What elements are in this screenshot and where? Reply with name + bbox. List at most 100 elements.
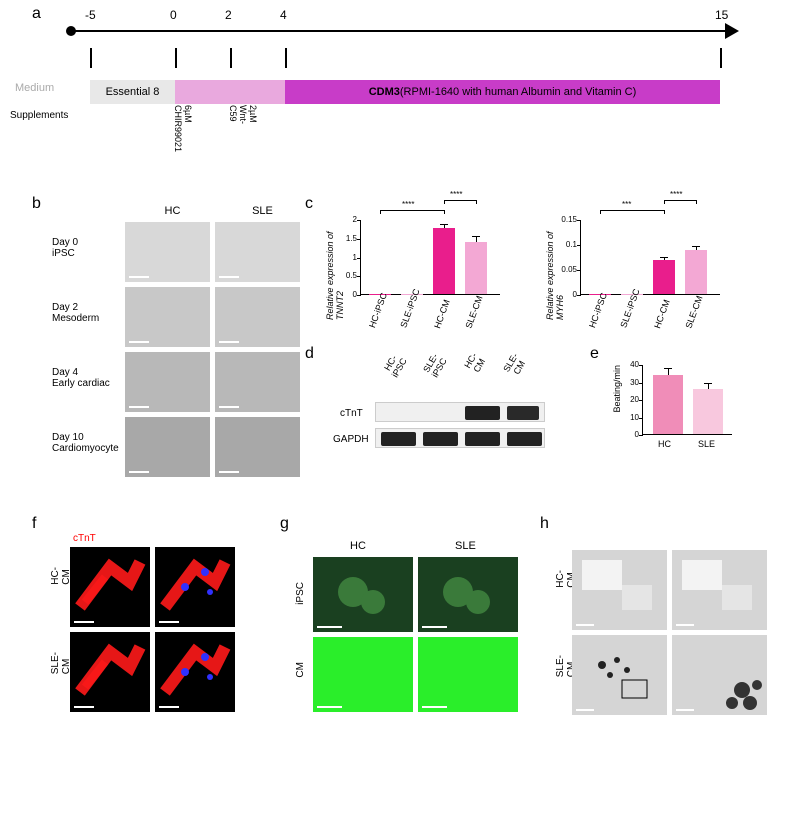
micro-row-label: Day 2Mesoderm <box>52 302 122 324</box>
confocal-row-label: HC-CM <box>50 567 72 585</box>
sig-line <box>444 200 476 201</box>
chart-y-tick: 30 <box>630 378 639 387</box>
confocal-image <box>155 547 235 627</box>
panel-c-barcharts: Relative expression of TNNT200.511.52HC-… <box>330 210 760 330</box>
micro-image <box>125 352 210 412</box>
chart-x-label: HC-CM <box>652 298 672 330</box>
fluor-image <box>313 637 413 712</box>
chart-y-tick: 0 <box>635 430 639 439</box>
fluor-image <box>313 557 413 632</box>
micro-image <box>215 222 300 282</box>
chart-area: 00.050.10.15HC-iPSCSLE-iPSCHC-CMSLE-CM**… <box>580 220 720 295</box>
chart-bar <box>433 228 455 294</box>
timeline-number: 2 <box>225 8 232 22</box>
fluor-image <box>418 557 518 632</box>
chart-y-tick: 10 <box>630 413 639 422</box>
chart-x-label: SLE <box>698 439 715 449</box>
chart-x-label: SLE-iPSC <box>618 288 641 329</box>
chart-y-tick: 2 <box>353 215 357 224</box>
fluor-header: SLE <box>455 540 476 552</box>
blot-lane-label: HC-CM <box>462 351 487 375</box>
timeline-tick <box>230 48 232 68</box>
micro-image <box>125 222 210 282</box>
sig-line <box>664 200 696 201</box>
blot-band <box>375 402 545 422</box>
fluor-row-label: CM <box>295 662 306 678</box>
tem-image <box>672 635 767 715</box>
chart-y-tick: 20 <box>630 395 639 404</box>
chart-bar <box>465 242 487 295</box>
chart-y-tick: 0.1 <box>566 240 577 249</box>
confocal-image <box>155 632 235 712</box>
micro-image <box>125 287 210 347</box>
chart-y-label: Beating/min <box>612 365 622 413</box>
confocal-image <box>70 632 150 712</box>
micro-row-label: Day 4Early cardiac <box>52 367 122 389</box>
blot-band <box>375 428 545 448</box>
chart-bar <box>685 250 707 294</box>
micro-image <box>215 287 300 347</box>
micro-image <box>215 417 300 477</box>
panel-label-b: b <box>32 195 41 213</box>
tem-image <box>572 635 667 715</box>
chart-x-label: SLE-CM <box>683 294 704 329</box>
sig-line <box>600 210 664 211</box>
supplement-text: 2µMWnt-C59 <box>228 105 258 140</box>
chart-y-tick: 0 <box>353 290 357 299</box>
micro-image <box>215 352 300 412</box>
blot-lane-label: SLE-iPSC <box>421 351 449 379</box>
fluor-header: HC <box>350 540 366 552</box>
chart-y-tick: 40 <box>630 360 639 369</box>
tem-image <box>572 550 667 630</box>
chart-area: 00.511.52HC-iPSCSLE-iPSCHC-CMSLE-CM*****… <box>360 220 500 295</box>
micro-header: SLE <box>220 205 305 217</box>
confocal-row-label: SLE-CM <box>50 652 72 674</box>
medium-box <box>175 80 285 104</box>
medium-label: Medium <box>15 82 54 94</box>
timeline-tick <box>720 48 722 68</box>
chart-y-tick: 1.5 <box>346 234 357 243</box>
timeline-tick <box>285 48 287 68</box>
fluor-row-label: iPSC <box>295 582 306 605</box>
timeline-number: -5 <box>85 8 96 22</box>
timeline-tick <box>90 48 92 68</box>
supplement-text: 6µMCHIR99021 <box>173 105 193 152</box>
blot-row-label: cTnT <box>340 408 363 419</box>
chart-x-label: HC-iPSC <box>587 292 609 330</box>
panel-label-g: g <box>280 515 289 533</box>
panel-label-f: f <box>32 515 36 533</box>
panel-e-beating-chart: Beating/min010203040HCSLE <box>620 345 750 455</box>
chart-x-label: HC-iPSC <box>367 292 389 330</box>
chart-bar <box>653 375 683 435</box>
timeline-line <box>70 30 730 32</box>
timeline-number: 4 <box>280 8 287 22</box>
chart-x-label: SLE-CM <box>463 294 484 329</box>
chart-y-tick: 0.15 <box>561 215 577 224</box>
chart-area: 010203040HCSLE <box>642 365 732 435</box>
chart-y-tick: 1 <box>353 253 357 262</box>
medium-box: CDM3 (RPMI-1640 with human Albumin and V… <box>285 80 720 104</box>
micro-header: HC <box>130 205 215 217</box>
panel-label-e: e <box>590 345 599 363</box>
chart-y-tick: 0.05 <box>561 265 577 274</box>
chart-y-label: Relative expression of TNNT2 <box>325 220 345 320</box>
blot-lane-label: SLE-CM <box>501 351 528 378</box>
micro-image <box>125 417 210 477</box>
chart-x-label: SLE-iPSC <box>398 288 421 329</box>
blot-lane-label: HC-iPSC <box>381 351 409 379</box>
sig-line <box>380 210 444 211</box>
sig-text: **** <box>402 200 414 209</box>
supplements-label: Supplements <box>10 110 68 121</box>
panel-label-h: h <box>540 515 549 533</box>
chart-bar <box>693 389 723 435</box>
ctnt-marker-label: cTnT <box>73 533 96 544</box>
timeline-number: 0 <box>170 8 177 22</box>
micro-row-label: Day 0iPSC <box>52 237 122 259</box>
medium-box: Essential 8 <box>90 80 175 104</box>
chart-bar <box>653 260 675 295</box>
panel-label-d: d <box>305 345 314 363</box>
panel-label-c: c <box>305 195 313 213</box>
chart-y-tick: 0.5 <box>346 271 357 280</box>
sig-text: **** <box>670 190 682 199</box>
timeline-tick <box>175 48 177 68</box>
